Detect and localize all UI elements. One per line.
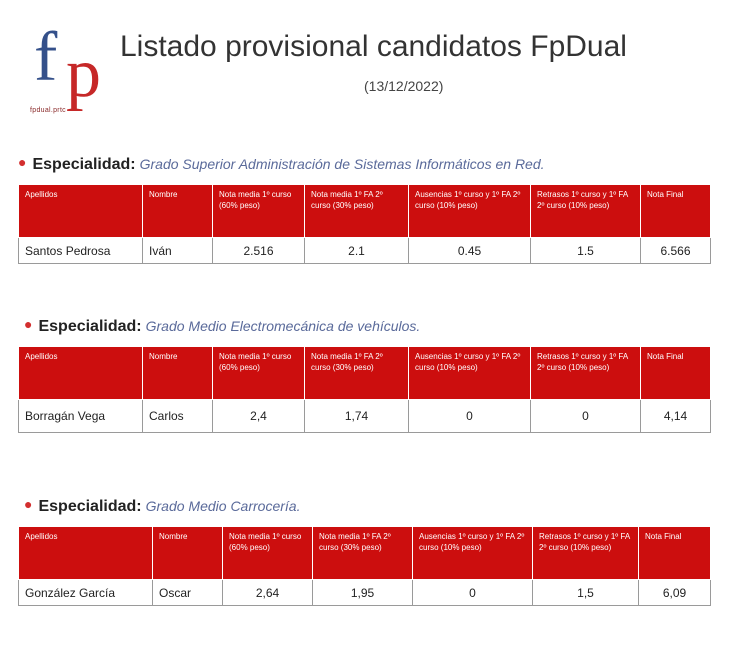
- cell-media2: 1,95: [312, 579, 413, 606]
- candidates-table: Apellidos Nombre Nota media 1º curso (60…: [18, 184, 711, 264]
- col-nombre: Nombre: [142, 346, 213, 400]
- specialty-value: Grado Medio Carrocería.: [145, 498, 301, 514]
- specialty-label: Especialidad:: [38, 498, 142, 515]
- col-nota-media-1: Nota media 1º curso (60% peso): [222, 526, 313, 580]
- cell-final: 6.566: [640, 237, 711, 264]
- specialty-value: Grado Superior Administración de Sistema…: [139, 156, 545, 172]
- cell-final: 6,09: [638, 579, 711, 606]
- table-row: Borragán Vega Carlos 2,4 1,74 0 0 4,14: [18, 399, 711, 433]
- table-header-row: Apellidos Nombre Nota media 1º curso (60…: [18, 184, 711, 238]
- bullet-icon: ●: [24, 316, 33, 332]
- specialty-label: Especialidad:: [32, 156, 136, 173]
- col-ausencias: Ausencias 1º curso y 1º FA 2º curso (10%…: [412, 526, 533, 580]
- candidates-table: Apellidos Nombre Nota media 1º curso (60…: [18, 526, 711, 606]
- col-apellidos: Apellidos: [18, 346, 143, 400]
- bullet-icon: ●: [18, 154, 27, 170]
- cell-media1: 2,64: [222, 579, 313, 606]
- cell-media2: 2.1: [304, 237, 409, 264]
- table-row: Santos Pedrosa Iván 2.516 2.1 0.45 1.5 6…: [18, 237, 711, 264]
- cell-ausencias: 0.45: [408, 237, 531, 264]
- col-nota-media-1: Nota media 1º curso (60% peso): [212, 346, 305, 400]
- cell-media1: 2,4: [212, 399, 305, 433]
- cell-retrasos: 1.5: [530, 237, 641, 264]
- specialty-line: ● Especialidad: Grado Medio Carrocería.: [18, 496, 718, 516]
- cell-nombre: Carlos: [142, 399, 213, 433]
- candidates-table: Apellidos Nombre Nota media 1º curso (60…: [18, 346, 711, 433]
- col-apellidos: Apellidos: [18, 526, 153, 580]
- logo-letter-f: f: [34, 19, 58, 96]
- cell-apellidos: Santos Pedrosa: [18, 237, 143, 264]
- col-retrasos: Retrasos 1º curso y 1º FA 2º curso (10% …: [530, 184, 641, 238]
- fpdual-logo: f p fpdual.prtc: [26, 19, 116, 124]
- cell-retrasos: 0: [530, 399, 641, 433]
- col-apellidos: Apellidos: [18, 184, 143, 238]
- logo-tagline: fpdual.prtc: [30, 107, 66, 114]
- col-nota-media-2: Nota media 1º FA 2º curso (30% peso): [304, 346, 409, 400]
- col-nota-media-2: Nota media 1º FA 2º curso (30% peso): [312, 526, 413, 580]
- table-header-row: Apellidos Nombre Nota media 1º curso (60…: [18, 526, 711, 580]
- col-ausencias: Ausencias 1º curso y 1º FA 2º curso (10%…: [408, 184, 531, 238]
- cell-final: 4,14: [640, 399, 711, 433]
- section-carroceria: ● Especialidad: Grado Medio Carrocería. Ap…: [18, 496, 718, 606]
- cell-media2: 1,74: [304, 399, 409, 433]
- col-nombre: Nombre: [142, 184, 213, 238]
- cell-nombre: Oscar: [152, 579, 223, 606]
- col-nota-media-2: Nota media 1º FA 2º curso (30% peso): [304, 184, 409, 238]
- col-nota-final: Nota Final: [640, 346, 711, 400]
- cell-apellidos: Borragán Vega: [18, 399, 143, 433]
- cell-retrasos: 1,5: [532, 579, 639, 606]
- col-nota-media-1: Nota media 1º curso (60% peso): [212, 184, 305, 238]
- cell-nombre: Iván: [142, 237, 213, 264]
- specialty-value: Grado Medio Electromecánica de vehículos…: [145, 318, 421, 334]
- specialty-line: ● Especialidad: Grado Superior Administrac…: [18, 154, 718, 174]
- page-title: Listado provisional candidatos FpDual: [120, 30, 627, 63]
- col-nombre: Nombre: [152, 526, 223, 580]
- col-retrasos: Retrasos 1º curso y 1º FA 2º curso (10% …: [532, 526, 639, 580]
- table-row: González García Oscar 2,64 1,95 0 1,5 6,…: [18, 579, 711, 606]
- col-ausencias: Ausencias 1º curso y 1º FA 2º curso (10%…: [408, 346, 531, 400]
- page-date: (13/12/2022): [364, 78, 444, 94]
- specialty-line: ● Especialidad: Grado Medio Electromecánic…: [18, 316, 718, 336]
- cell-apellidos: González García: [18, 579, 153, 606]
- specialty-label: Especialidad:: [38, 318, 142, 335]
- col-nota-final: Nota Final: [640, 184, 711, 238]
- bullet-icon: ●: [24, 496, 33, 512]
- cell-ausencias: 0: [408, 399, 531, 433]
- section-asir: ● Especialidad: Grado Superior Administrac…: [18, 154, 718, 264]
- cell-ausencias: 0: [412, 579, 533, 606]
- col-retrasos: Retrasos 1º curso y 1º FA 2º curso (10% …: [530, 346, 641, 400]
- logo-letter-p: p: [66, 35, 101, 112]
- section-electromecanica: ● Especialidad: Grado Medio Electromecánic…: [18, 316, 718, 433]
- table-header-row: Apellidos Nombre Nota media 1º curso (60…: [18, 346, 711, 400]
- col-nota-final: Nota Final: [638, 526, 711, 580]
- cell-media1: 2.516: [212, 237, 305, 264]
